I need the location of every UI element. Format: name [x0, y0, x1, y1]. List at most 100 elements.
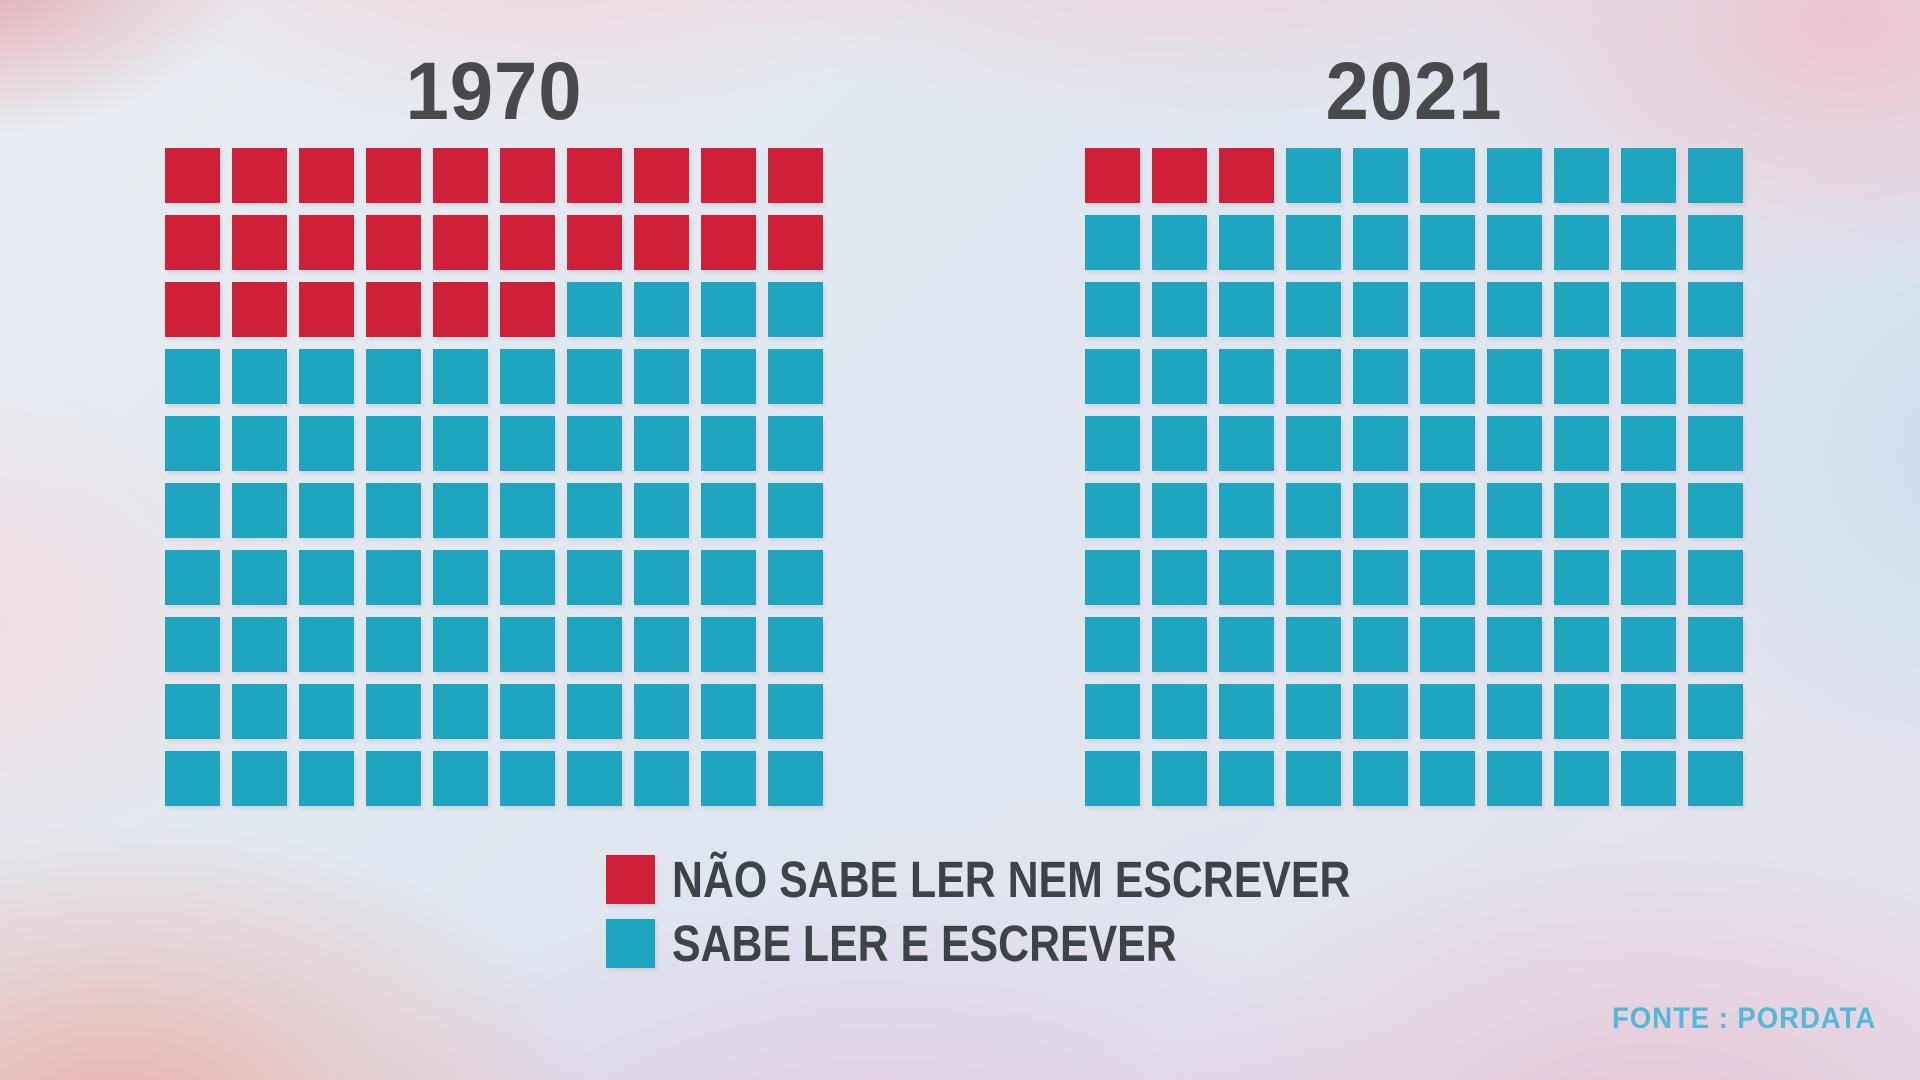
waffle-cell-sabe-ler [1688, 282, 1743, 337]
waffle-cell-nao-sabe-ler [433, 282, 488, 337]
waffle-cell-sabe-ler [1420, 617, 1475, 672]
waffle-cell-sabe-ler [1487, 349, 1542, 404]
waffle-cell-sabe-ler [1353, 483, 1408, 538]
waffle-cell-sabe-ler [1487, 215, 1542, 270]
waffle-cell-sabe-ler [165, 349, 220, 404]
waffle-cell-sabe-ler [1487, 617, 1542, 672]
waffle-cell-sabe-ler [366, 483, 421, 538]
waffle-cell-sabe-ler [1286, 416, 1341, 471]
waffle-cell-sabe-ler [1420, 483, 1475, 538]
waffle-cell-sabe-ler [500, 550, 555, 605]
waffle-cell-sabe-ler [500, 684, 555, 739]
waffle-cell-nao-sabe-ler [701, 215, 756, 270]
waffle-cell-sabe-ler [1621, 215, 1676, 270]
waffle-cell-sabe-ler [433, 684, 488, 739]
legend-label-illiterate: NÃO SABE LER NEM ESCREVER [672, 851, 1351, 908]
waffle-cell-nao-sabe-ler [165, 282, 220, 337]
waffle-cell-sabe-ler [299, 617, 354, 672]
waffle-cell-sabe-ler [1621, 282, 1676, 337]
waffle-grid-2021 [1085, 148, 1743, 806]
waffle-cell-sabe-ler [1085, 416, 1140, 471]
waffle-cell-sabe-ler [1152, 416, 1207, 471]
waffle-cell-nao-sabe-ler [366, 148, 421, 203]
waffle-cell-sabe-ler [768, 349, 823, 404]
waffle-cell-sabe-ler [1621, 416, 1676, 471]
waffle-cell-sabe-ler [1286, 215, 1341, 270]
waffle-cell-sabe-ler [1219, 215, 1274, 270]
waffle-cell-sabe-ler [500, 617, 555, 672]
waffle-cell-sabe-ler [433, 349, 488, 404]
waffle-cell-sabe-ler [1621, 684, 1676, 739]
waffle-cell-sabe-ler [701, 550, 756, 605]
waffle-cell-sabe-ler [1085, 550, 1140, 605]
waffle-cell-sabe-ler [701, 416, 756, 471]
waffle-cell-sabe-ler [1152, 215, 1207, 270]
waffle-cell-sabe-ler [1420, 215, 1475, 270]
waffle-cell-sabe-ler [1688, 349, 1743, 404]
waffle-cell-sabe-ler [1152, 349, 1207, 404]
waffle-cell-sabe-ler [1219, 617, 1274, 672]
waffle-cell-sabe-ler [232, 416, 287, 471]
waffle-cell-sabe-ler [567, 416, 622, 471]
waffle-cell-sabe-ler [1353, 349, 1408, 404]
legend: NÃO SABE LER NEM ESCREVER SABE LER E ESC… [606, 851, 1480, 983]
waffle-cell-sabe-ler [232, 550, 287, 605]
waffle-cell-sabe-ler [1353, 148, 1408, 203]
waffle-cell-sabe-ler [433, 483, 488, 538]
waffle-cell-nao-sabe-ler [634, 148, 689, 203]
waffle-cell-sabe-ler [1420, 550, 1475, 605]
waffle-cell-sabe-ler [701, 617, 756, 672]
waffle-cell-sabe-ler [1085, 684, 1140, 739]
waffle-cell-sabe-ler [567, 751, 622, 806]
waffle-cell-sabe-ler [768, 483, 823, 538]
waffle-cell-nao-sabe-ler [567, 215, 622, 270]
waffle-cell-sabe-ler [1286, 751, 1341, 806]
waffle-cell-sabe-ler [165, 684, 220, 739]
waffle-cell-sabe-ler [1353, 215, 1408, 270]
waffle-cell-sabe-ler [1554, 483, 1609, 538]
waffle-cell-sabe-ler [433, 751, 488, 806]
chart-title-2021: 2021 [1325, 46, 1503, 137]
waffle-cell-sabe-ler [1688, 416, 1743, 471]
waffle-cell-nao-sabe-ler [634, 215, 689, 270]
waffle-cell-sabe-ler [232, 349, 287, 404]
waffle-cell-sabe-ler [1420, 349, 1475, 404]
waffle-cell-sabe-ler [1554, 684, 1609, 739]
legend-swatch-illiterate-icon [606, 855, 655, 904]
waffle-cell-sabe-ler [1219, 282, 1274, 337]
waffle-cell-sabe-ler [1420, 751, 1475, 806]
waffle-cell-nao-sabe-ler [232, 282, 287, 337]
waffle-cell-sabe-ler [1353, 684, 1408, 739]
waffle-cell-sabe-ler [567, 349, 622, 404]
waffle-cell-sabe-ler [433, 550, 488, 605]
waffle-cell-sabe-ler [232, 483, 287, 538]
waffle-cell-sabe-ler [366, 550, 421, 605]
waffle-cell-sabe-ler [567, 483, 622, 538]
waffle-cell-sabe-ler [567, 617, 622, 672]
waffle-cell-sabe-ler [299, 684, 354, 739]
waffle-cell-sabe-ler [1286, 282, 1341, 337]
waffle-cell-sabe-ler [701, 684, 756, 739]
chart-title-1970: 1970 [405, 46, 583, 137]
waffle-cell-sabe-ler [701, 282, 756, 337]
waffle-cell-sabe-ler [567, 282, 622, 337]
waffle-cell-sabe-ler [366, 416, 421, 471]
waffle-cell-sabe-ler [1420, 416, 1475, 471]
waffle-cell-sabe-ler [701, 483, 756, 538]
waffle-cell-sabe-ler [1286, 148, 1341, 203]
waffle-cell-sabe-ler [1420, 684, 1475, 739]
waffle-cell-sabe-ler [1152, 617, 1207, 672]
waffle-cell-sabe-ler [634, 617, 689, 672]
waffle-cell-sabe-ler [1219, 684, 1274, 739]
waffle-cell-sabe-ler [1621, 550, 1676, 605]
waffle-cell-sabe-ler [433, 416, 488, 471]
waffle-cell-sabe-ler [1085, 483, 1140, 538]
waffle-cell-sabe-ler [634, 751, 689, 806]
waffle-cell-nao-sabe-ler [500, 148, 555, 203]
waffle-cell-sabe-ler [1219, 483, 1274, 538]
waffle-cell-nao-sabe-ler [433, 148, 488, 203]
waffle-cell-nao-sabe-ler [500, 215, 555, 270]
waffle-cell-nao-sabe-ler [701, 148, 756, 203]
waffle-cell-sabe-ler [366, 617, 421, 672]
